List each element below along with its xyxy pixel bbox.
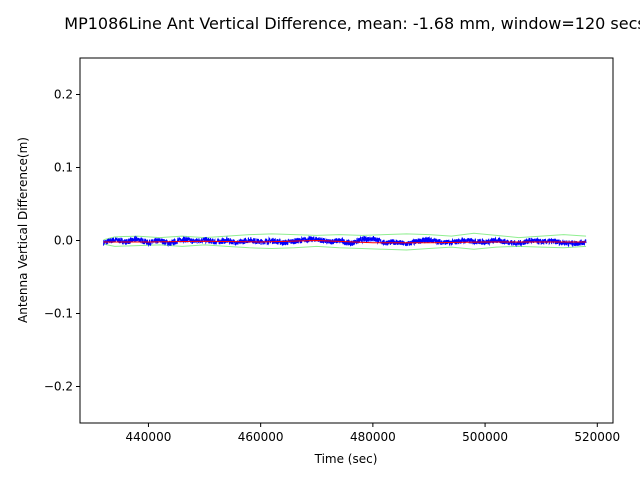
series-line-raw-difference: [103, 235, 587, 248]
y-axis: 0.2 0.1 0.0 −0.1 −0.2: [44, 88, 80, 394]
y-tick-label: 0.2: [54, 88, 73, 102]
y-tick-label: −0.2: [44, 380, 73, 394]
chart-title: MP1086Line Ant Vertical Difference, mean…: [64, 14, 640, 33]
x-tick-label: 460000: [238, 430, 284, 444]
x-tick-label: 480000: [350, 430, 396, 444]
x-tick-label: 440000: [126, 430, 172, 444]
y-tick-label: 0.1: [54, 161, 73, 175]
series-line-lower-envelope: [103, 243, 587, 251]
x-axis-label: Time (sec): [314, 452, 378, 466]
series-line-window-mean: [103, 239, 587, 244]
x-tick-label: 500000: [462, 430, 508, 444]
plot-area: [103, 232, 587, 251]
x-tick-label: 520000: [574, 430, 620, 444]
series-line-upper-envelope: [103, 232, 587, 241]
y-axis-label: Antenna Vertical Difference(m): [16, 137, 30, 323]
y-tick-label: −0.1: [44, 307, 73, 321]
x-axis: 440000 460000 480000 500000 520000: [126, 423, 620, 444]
y-tick-label: 0.0: [54, 234, 73, 248]
